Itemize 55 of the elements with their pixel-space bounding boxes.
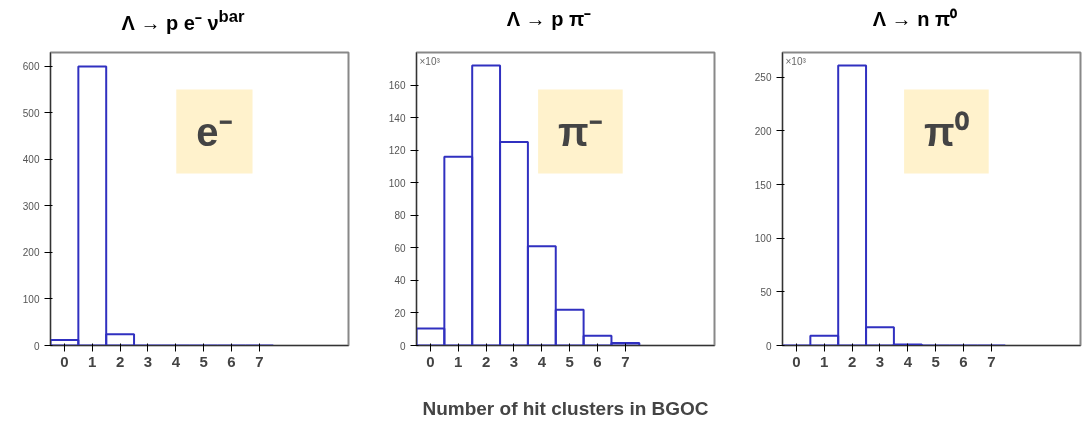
y-tick-label: 400 — [22, 154, 40, 166]
annotation: e⁻ — [196, 109, 233, 154]
chart-title: Λ → p e⁻ ν$^{bar}$ — [120, 6, 246, 36]
x-tick-label: 2 — [115, 352, 125, 370]
y-tick-label: 20 — [394, 307, 406, 319]
x-tick-label: 1 — [820, 352, 829, 370]
annotation: π⁰ — [924, 109, 969, 154]
x-tick-label: 0 — [426, 352, 435, 370]
y-tick-label: 120 — [388, 145, 406, 157]
x-tick-label: 6 — [959, 352, 968, 370]
x-tick-label: 5 — [931, 352, 940, 370]
x-tick-label: 3 — [143, 352, 153, 370]
y-tick-label: 100 — [754, 233, 772, 245]
x-tick-label: 3 — [509, 352, 519, 370]
x-tick-label: 7 — [987, 352, 996, 370]
y-tick-label: 200 — [22, 247, 40, 259]
annotation: π⁻ — [558, 109, 603, 154]
x-tick-label: 5 — [199, 352, 208, 370]
y-tick-label: 500 — [22, 107, 40, 119]
x-tick-label: 1 — [454, 352, 463, 370]
x-tick-label: 6 — [593, 352, 602, 370]
x-tick-label: 4 — [171, 352, 181, 370]
x-tick-label: 4 — [537, 352, 547, 370]
x-tick-label: 5 — [565, 352, 574, 370]
x-tick-label: 7 — [621, 352, 630, 370]
x-tick-label: 3 — [875, 352, 885, 370]
x-tick-label: 2 — [481, 352, 491, 370]
y-tick-label: 600 — [22, 61, 40, 73]
chart-title: Λ → p π⁻ — [505, 7, 593, 32]
x-tick-label: 0 — [792, 352, 801, 370]
x-tick-label: 2 — [847, 352, 857, 370]
x-tick-label: 7 — [255, 352, 264, 370]
y-tick-label: 40 — [394, 275, 406, 287]
y-tick-label: 250 — [754, 72, 772, 84]
annotation: ×10³ — [785, 55, 807, 67]
y-tick-label: 0 — [33, 340, 40, 352]
y-tick-label: 0 — [399, 340, 406, 352]
x-tick-label: 4 — [903, 352, 913, 370]
annotation: ×10³ — [419, 55, 441, 67]
chart-title: Λ → n π⁰ — [871, 7, 959, 32]
y-tick-label: 160 — [388, 80, 406, 92]
y-tick-label: 150 — [754, 179, 772, 191]
x-tick-label: 0 — [60, 352, 69, 370]
y-tick-label: 140 — [388, 112, 406, 124]
y-tick-label: 60 — [394, 242, 406, 254]
y-tick-label: 200 — [754, 125, 772, 137]
x-tick-label: 6 — [227, 352, 236, 370]
y-tick-label: 100 — [388, 177, 406, 189]
y-tick-label: 50 — [760, 286, 772, 298]
y-tick-label: 300 — [22, 200, 40, 212]
y-tick-label: 100 — [22, 293, 40, 305]
y-tick-label: 0 — [765, 340, 772, 352]
x-axis-title: Number of hit clusters in BGOC — [422, 397, 709, 419]
y-tick-label: 80 — [394, 210, 406, 222]
x-tick-label: 1 — [88, 352, 97, 370]
